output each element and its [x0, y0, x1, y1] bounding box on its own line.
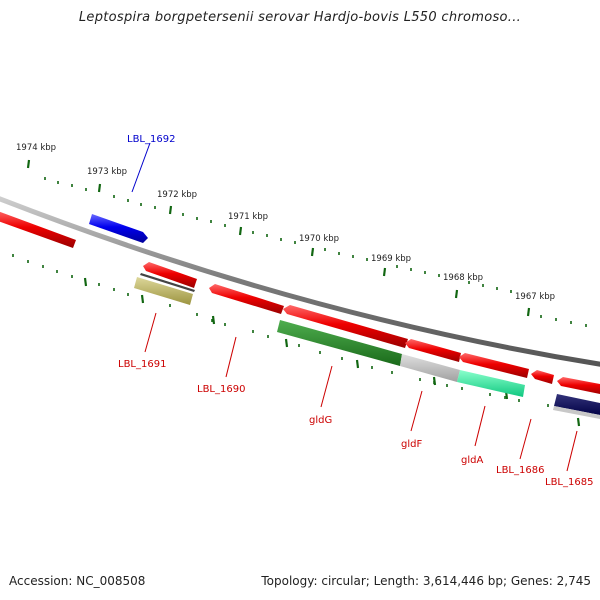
cog-bar-lbl-1691-edge — [140, 273, 195, 292]
gene-label-gldG: gldG — [309, 415, 332, 426]
cds-lbl-1686 — [531, 370, 554, 384]
topology-text: Topology: circular; Length: 3,614,446 bp… — [261, 574, 591, 588]
cog-bar-lbl-1685-lower — [553, 406, 600, 420]
cds-lbl-1692 — [89, 214, 148, 243]
accession-text: Accession: NC_008508 — [9, 574, 146, 588]
outer-ruler — [44, 177, 587, 327]
cds-lbl-1685 — [557, 377, 600, 394]
cds-lbl-1691 — [143, 262, 197, 288]
cog-bar-gldA — [457, 370, 525, 397]
cds-gldG — [283, 305, 408, 348]
cog-bar-lbl-1685 — [554, 394, 600, 416]
tick-labels: 1974 kbp 1973 kbp 1972 kbp 1971 kbp 1970… — [16, 143, 555, 302]
map-title: Leptospira borgpetersenii serovar Hardjo… — [78, 10, 522, 25]
gene-label-lbl-1685: LBL_1685 — [545, 477, 593, 488]
cog-bar-gldF — [400, 354, 460, 382]
tick-label-1972: 1972 kbp — [157, 190, 197, 200]
tick-label-1968: 1968 kbp — [443, 273, 483, 283]
tick-label-1973: 1973 kbp — [87, 167, 127, 177]
gene-label-gldF: gldF — [401, 439, 422, 450]
gene-label-gldA: gldA — [461, 455, 483, 466]
leader-lines — [131, 142, 578, 472]
tick-label-1969: 1969 kbp — [371, 254, 411, 264]
inner-ruler-major-ticks — [83, 277, 581, 427]
tick-label-1970: 1970 kbp — [299, 234, 339, 244]
cds-gldA — [459, 353, 529, 378]
gene-labels: LBL_1692 LBL_1691 LBL_1690 gldG gldF gld… — [118, 134, 593, 488]
gene-label-lbl-1686: LBL_1686 — [496, 465, 544, 476]
gene-label-lbl-1691: LBL_1691 — [118, 359, 166, 370]
tick-label-1974: 1974 kbp — [16, 143, 56, 153]
cog-bar-lbl-1691 — [134, 277, 193, 305]
gene-label-lbl-1690: LBL_1690 — [197, 384, 245, 395]
tick-label-1971: 1971 kbp — [228, 212, 268, 222]
cds-forward-left — [0, 211, 76, 248]
genome-backbone — [0, 196, 600, 367]
outer-ruler-major-ticks — [26, 159, 531, 317]
cds-lbl-1690 — [209, 284, 284, 314]
gene-label-lbl-1692: LBL_1692 — [127, 134, 175, 145]
tick-label-1967: 1967 kbp — [515, 292, 555, 302]
cds-gldF — [405, 339, 461, 362]
cog-bar-gldG — [277, 320, 402, 366]
